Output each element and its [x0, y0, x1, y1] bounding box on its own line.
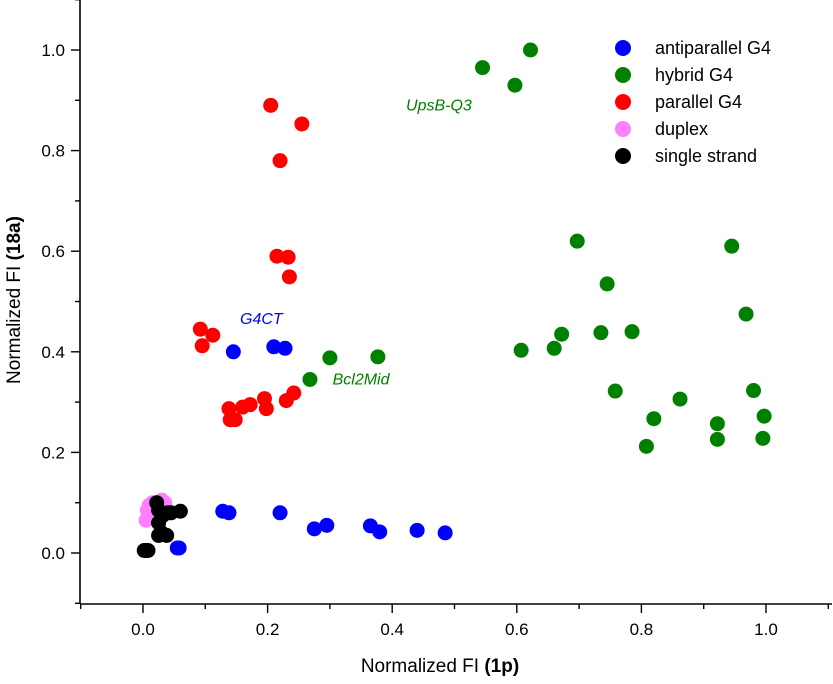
annotation-label: G4CT [240, 311, 284, 328]
data-point [724, 238, 740, 254]
data-point [306, 521, 322, 537]
data-point [263, 97, 279, 113]
x-tick-label: 0.4 [380, 620, 404, 639]
y-tick-label: 0.2 [41, 443, 65, 462]
legend-label: antiparallel G4 [655, 38, 771, 58]
y-tick-label: 0.4 [41, 343, 65, 362]
legend-item: hybrid G4 [615, 65, 733, 85]
data-point [738, 306, 754, 322]
data-point [258, 401, 274, 417]
y-axis-title: Normalized FI (18a) [4, 216, 25, 384]
legend-marker [615, 94, 631, 110]
data-point [599, 276, 615, 292]
x-tick-label: 0.6 [505, 620, 529, 639]
data-point [194, 338, 210, 354]
annotation-label: UpsB-Q3 [406, 97, 472, 114]
data-point [286, 385, 302, 401]
data-point [227, 412, 243, 428]
legend-item: duplex [615, 119, 708, 139]
data-point [151, 527, 167, 543]
data-point [554, 326, 570, 342]
data-point [322, 350, 338, 366]
data-point [607, 383, 623, 399]
series-parallel-g4 [192, 97, 310, 428]
data-point [475, 60, 491, 76]
data-point [593, 325, 609, 341]
data-point [269, 248, 285, 264]
data-point [266, 339, 282, 355]
data-point [513, 342, 529, 358]
data-point [140, 542, 156, 558]
data-point [746, 383, 762, 399]
data-point [507, 77, 523, 93]
legend-label: duplex [655, 119, 708, 139]
legend-label: hybrid G4 [655, 65, 733, 85]
legend-marker [615, 40, 631, 56]
y-tick-label: 0.8 [41, 142, 65, 161]
data-point [569, 233, 585, 249]
data-point [242, 397, 258, 413]
y-tick-label: 0.6 [41, 242, 65, 261]
x-axis-title: Normalized FI (1p) [361, 656, 519, 677]
data-point [409, 522, 425, 538]
data-point [294, 116, 310, 132]
legend-label: parallel G4 [655, 92, 742, 112]
data-point [646, 411, 662, 427]
data-point [192, 321, 208, 337]
data-point [523, 42, 539, 58]
data-point [756, 408, 772, 424]
data-point [709, 416, 725, 432]
data-point [272, 153, 288, 169]
data-point [546, 340, 562, 356]
data-point [319, 517, 335, 533]
data-point [280, 249, 296, 265]
series-hybrid-g4 [302, 42, 772, 454]
data-point [172, 503, 188, 519]
x-tick-label: 0.8 [630, 620, 654, 639]
data-point [437, 525, 453, 541]
x-tick-label: 1.0 [754, 620, 778, 639]
data-point [225, 344, 241, 360]
data-point [755, 430, 771, 446]
legend-marker [615, 148, 631, 164]
series-single-strand [136, 495, 188, 558]
legend-item: antiparallel G4 [615, 38, 771, 58]
data-point [624, 324, 640, 340]
data-point [370, 349, 386, 365]
y-tick-label: 0.0 [41, 544, 65, 563]
legend-item: parallel G4 [615, 92, 742, 112]
data-point [221, 505, 237, 521]
legend-label: single strand [655, 146, 757, 166]
data-points [136, 42, 772, 558]
annotations: UpsB-Q3 G4CT Bcl2Mid [240, 97, 472, 388]
legend-marker [615, 121, 631, 137]
x-tick-label: 0.0 [131, 620, 155, 639]
data-point [302, 371, 318, 387]
data-point [709, 431, 725, 447]
legend-item: single strand [615, 146, 757, 166]
y-tick-label: 1.0 [41, 41, 65, 60]
annotation-label: Bcl2Mid [333, 371, 391, 388]
data-point [281, 269, 297, 285]
data-point [672, 391, 688, 407]
data-point [171, 540, 187, 556]
axes: 0.0 0.2 0.4 0.6 0.8 1.0 0.0 0.2 0.4 0.6 0.8 1.0 [41, 0, 832, 639]
series-antiparallel-g4 [169, 339, 453, 556]
data-point [272, 505, 288, 521]
data-point [205, 327, 221, 343]
x-tick-label: 0.2 [256, 620, 280, 639]
legend: antiparallel G4 hybrid G4 parallel G4 duple… [615, 38, 771, 166]
data-point [638, 438, 654, 454]
data-point [372, 524, 388, 540]
data-point [277, 340, 293, 356]
legend-marker [615, 67, 631, 83]
data-point [221, 401, 237, 417]
